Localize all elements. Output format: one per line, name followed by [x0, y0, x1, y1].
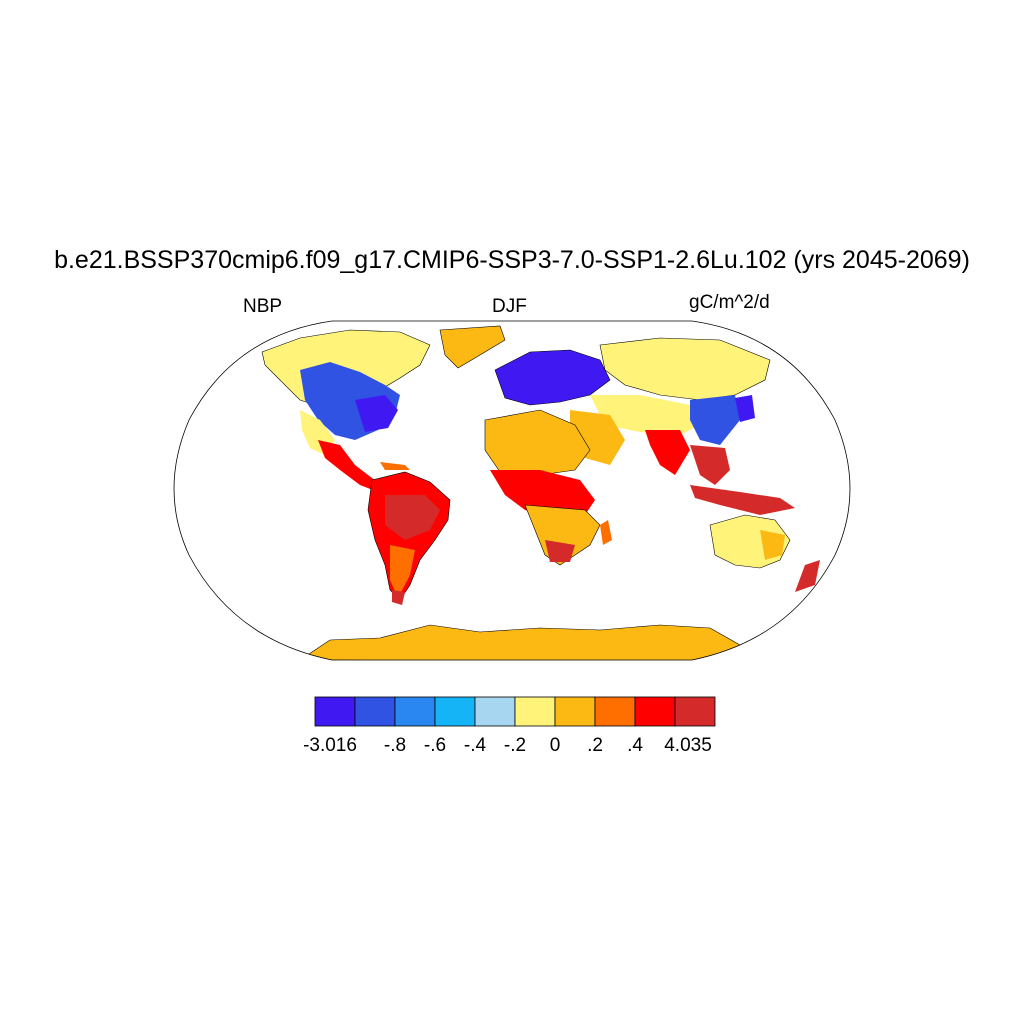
amazon-basin: [385, 495, 440, 540]
new-zealand: [795, 560, 820, 592]
colorbar-tick-label: .2: [587, 735, 603, 756]
colorbar-tick-label: -3.016: [303, 735, 357, 756]
southern-africa: [524, 504, 601, 566]
australia-east: [760, 530, 785, 560]
greenland: [439, 325, 506, 369]
colorbar-swatch: [594, 696, 636, 727]
units-label: gC/m^2/d: [689, 292, 770, 313]
north-africa: [484, 409, 591, 476]
colorbar-tick-label: .4: [627, 735, 643, 756]
patagonia: [392, 590, 405, 605]
india: [645, 430, 690, 475]
colorbar-swatch: [474, 696, 516, 727]
colorbar-tick-label: 0: [549, 735, 561, 756]
indonesia: [690, 485, 795, 515]
colorbar-swatch: [314, 696, 356, 727]
europe: [494, 349, 611, 406]
south-america-south: [390, 545, 415, 598]
colorbar-tick-label: -.8: [383, 735, 407, 756]
colorbar-swatch: [674, 696, 716, 727]
central-asia: [590, 395, 710, 435]
variable-label: NBP: [243, 296, 283, 317]
map-land-layer: [261, 325, 820, 660]
north-america-cool: [355, 395, 398, 432]
sahel-central-africa: [490, 470, 595, 520]
caribbean: [380, 462, 410, 470]
antarctica: [299, 624, 761, 660]
colorbar: [314, 696, 716, 727]
season-label: DJF: [492, 296, 527, 317]
mexico-central-america: [318, 440, 385, 492]
colorbar-swatch: [354, 696, 396, 727]
colorbar-swatch: [394, 696, 436, 727]
colorbar-tick-label: 4.035: [664, 735, 712, 756]
colorbar-tick-label: -.4: [463, 735, 487, 756]
east-asia: [690, 395, 740, 445]
colorbar-tick-label: -.2: [503, 735, 527, 756]
madagascar: [600, 520, 612, 545]
colorbar-swatch: [434, 696, 476, 727]
japan-korea: [735, 395, 755, 422]
colorbar-tick-label: -.6: [423, 735, 447, 756]
colorbar-swatch: [514, 696, 556, 727]
map-boundary: [173, 320, 851, 661]
map-title: b.e21.BSSP370cmip6.f09_g17.CMIP6-SSP3-7.…: [54, 246, 970, 274]
south-africa-cape: [545, 540, 575, 562]
colorbar-swatch: [634, 696, 676, 727]
siberia: [599, 337, 771, 401]
southeast-asia: [690, 445, 730, 485]
colorbar-swatch: [554, 696, 596, 727]
